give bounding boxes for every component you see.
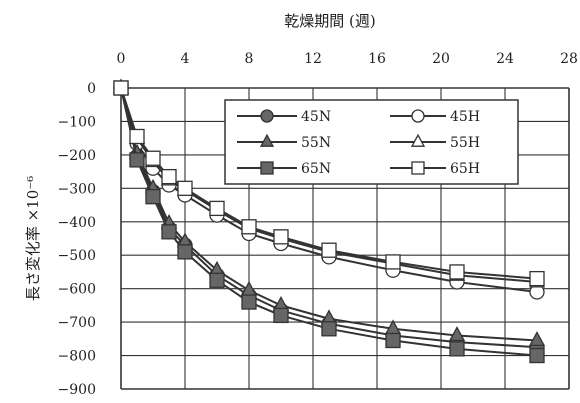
data-point-65H	[129, 128, 145, 145]
data-point-65H	[449, 264, 465, 280]
data-point-65H	[209, 200, 225, 217]
data-point-55N	[448, 326, 466, 342]
y-tick-label: −200	[58, 148, 96, 164]
x-tick-label: 24	[496, 51, 514, 67]
y-tick-label: 0	[87, 81, 96, 97]
data-point-65N	[241, 294, 257, 310]
data-point-65N	[321, 321, 337, 337]
data-point-65H	[113, 80, 129, 96]
legend-marker-45N	[260, 109, 274, 123]
series-65H	[113, 80, 545, 287]
legend-item-65H: 65H	[390, 161, 480, 177]
data-point-55N	[528, 331, 546, 347]
data-point-65N	[145, 189, 161, 205]
legend-marker-65H	[411, 161, 425, 175]
x-tick-label: 28	[560, 51, 578, 67]
y-tick-label: −900	[58, 382, 96, 398]
legend-label-65N: 65N	[301, 161, 331, 177]
legend-item-45N: 45N	[237, 109, 331, 125]
x-tick-label: 8	[245, 51, 254, 67]
series-lines	[112, 78, 546, 364]
y-tick-label: −500	[58, 248, 96, 264]
data-point-65H	[241, 219, 257, 235]
legend-item-55N: 55N	[237, 133, 331, 151]
y-tick-label: −400	[58, 215, 96, 231]
y-tick-label: −600	[58, 282, 96, 298]
x-tick-label: 12	[304, 51, 322, 67]
y-tick-label: −100	[58, 114, 96, 130]
data-point-65H	[529, 270, 545, 287]
y-tick-label: −800	[58, 349, 96, 365]
legend-item-65N: 65N	[237, 161, 331, 177]
data-point-65H	[177, 180, 193, 196]
legend-item-45H: 45H	[390, 109, 480, 125]
legend-item-55H: 55H	[390, 133, 480, 151]
data-point-65N	[161, 224, 177, 240]
legend: 45N 45H 55N 55H 65N 65H	[224, 99, 519, 185]
data-point-65N	[177, 244, 193, 260]
data-point-65N	[273, 307, 289, 324]
x-tick-label: 16	[368, 51, 386, 67]
data-point-65N	[529, 347, 545, 364]
legend-marker-55H	[410, 133, 426, 147]
data-point-65H	[145, 150, 161, 166]
series-line-55N	[120, 87, 538, 342]
legend-marker-55N	[259, 133, 275, 147]
data-point-65N	[129, 152, 145, 168]
y-axis-title: 長さ変化率 ×10⁻⁶	[24, 176, 42, 301]
legend-label-55N: 55N	[301, 135, 331, 151]
data-point-65N	[449, 341, 465, 357]
data-point-65H	[273, 229, 289, 245]
tick-labels: 0 4 8 12 16 20 24 28 0 −100 −200 −300 −400 −500 −600 −7…	[58, 51, 578, 398]
data-point-65H	[385, 254, 401, 270]
legend-label-45N: 45N	[301, 109, 331, 125]
x-tick-label: 0	[117, 51, 126, 67]
legend-label-65H: 65H	[450, 161, 480, 177]
data-point-65H	[161, 168, 177, 185]
data-point-65N	[385, 332, 401, 349]
x-axis-title: 乾燥期間 (週)	[284, 12, 375, 30]
y-tick-label: −700	[58, 315, 96, 331]
legend-marker-65N	[260, 161, 274, 175]
x-tick-label: 4	[181, 51, 190, 67]
legend-label-45H: 45H	[450, 109, 480, 125]
data-point-65N	[209, 272, 225, 288]
legend-marker-45H	[411, 109, 425, 123]
x-tick-label: 20	[432, 51, 450, 67]
y-tick-label: −300	[58, 181, 96, 197]
data-point-65H	[321, 242, 337, 258]
legend-label-55H: 55H	[450, 135, 480, 151]
